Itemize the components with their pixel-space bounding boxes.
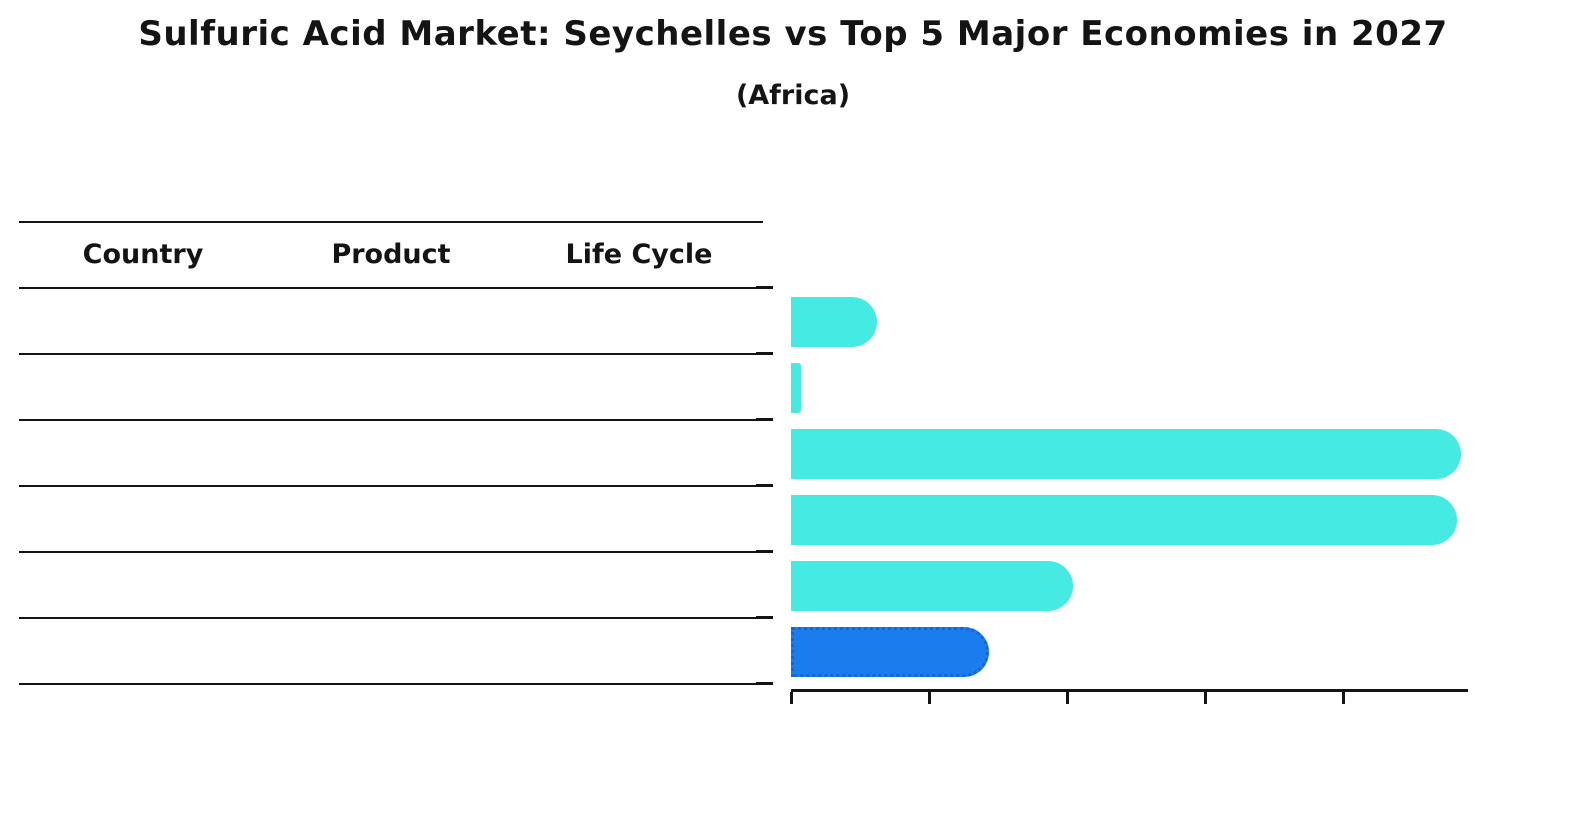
y-axis-tick: [756, 484, 773, 487]
y-axis-tick: [756, 682, 773, 685]
table-row: [19, 551, 763, 617]
x-axis-tick: [927, 692, 931, 704]
y-axis-tick: [756, 616, 773, 619]
table-separator-line: [19, 551, 763, 553]
column-header-lifecycle: Life Cycle: [565, 238, 713, 270]
bar-ethiopia: [791, 429, 1461, 479]
x-axis-tick: [1204, 692, 1208, 704]
table-separator-line: [19, 287, 763, 289]
y-axis-tick: [756, 286, 773, 289]
bar-seychelles: [791, 627, 989, 677]
table-header-row: Country Product Life Cycle: [19, 221, 763, 287]
x-axis-tick: [1342, 692, 1346, 704]
table-separator-line: [19, 683, 763, 685]
table-separator-line: [19, 419, 763, 421]
y-axis-tick: [756, 550, 773, 553]
x-axis-tick: [789, 692, 793, 704]
column-header-country: Country: [82, 238, 204, 270]
bar-south-africa: [791, 363, 802, 413]
table-row: [19, 419, 763, 485]
table-row: [19, 287, 763, 353]
table-row: [19, 617, 763, 683]
table-separator-line: [19, 485, 763, 487]
chart-title: Sulfuric Acid Market: Seychelles vs Top …: [138, 14, 1448, 54]
column-header-product: Product: [331, 238, 451, 270]
table-separator-line: [19, 221, 763, 223]
table-separator-line: [19, 617, 763, 619]
bar-nigeria: [791, 561, 1074, 611]
x-axis-line: [791, 689, 1468, 692]
table-separator-line: [19, 353, 763, 355]
y-axis-tick: [756, 418, 773, 421]
chart-subtitle: (Africa): [735, 80, 851, 111]
table-row: [19, 485, 763, 551]
bar-algeria: [791, 495, 1458, 545]
x-axis-tick: [1065, 692, 1069, 704]
y-axis-tick: [756, 352, 773, 355]
table-row: [19, 353, 763, 419]
bar-egypt: [791, 297, 877, 347]
